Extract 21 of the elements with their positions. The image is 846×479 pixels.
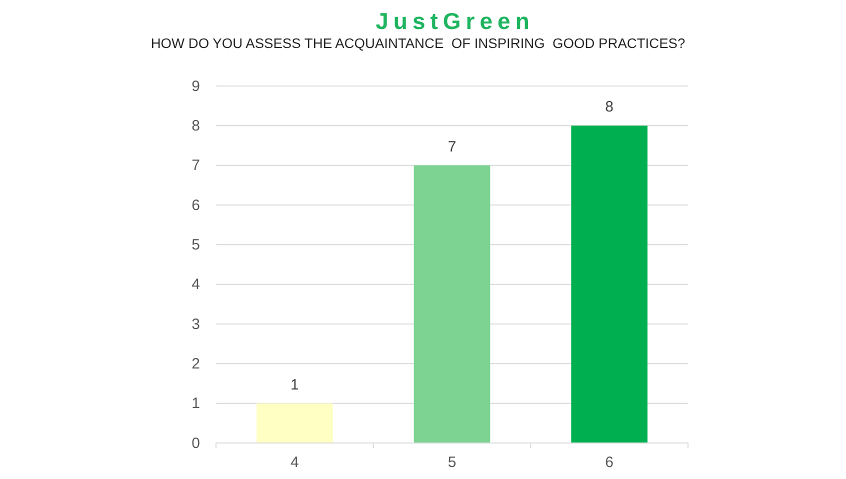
y-tick-label: 3	[192, 316, 200, 333]
chart-title: JustGreen	[376, 8, 534, 34]
y-tick-label: 6	[192, 196, 200, 214]
data-label: 1	[290, 376, 299, 394]
y-tick-label: 2	[192, 355, 200, 372]
data-label: 7	[448, 138, 456, 156]
y-tick-label: 9	[192, 78, 200, 95]
x-tick-label: 4	[290, 454, 299, 471]
bar	[571, 126, 648, 443]
y-tick-label: 1	[192, 395, 200, 412]
y-tick-label: 4	[192, 276, 200, 294]
chart-subtitle: HOW DO YOU ASSESS THE ACQUAINTANCE OF INSPIRING GOOD PRACTICES?	[150, 36, 686, 51]
y-tick-label: 8	[192, 117, 200, 134]
x-tick-label: 6	[605, 454, 614, 471]
data-label: 8	[605, 98, 614, 116]
y-tick-label: 5	[192, 236, 200, 254]
y-tick-label: 7	[192, 157, 200, 174]
bar	[414, 165, 490, 443]
y-tick-label: 0	[192, 434, 200, 452]
bar	[256, 403, 333, 443]
x-tick-label: 5	[448, 454, 456, 471]
